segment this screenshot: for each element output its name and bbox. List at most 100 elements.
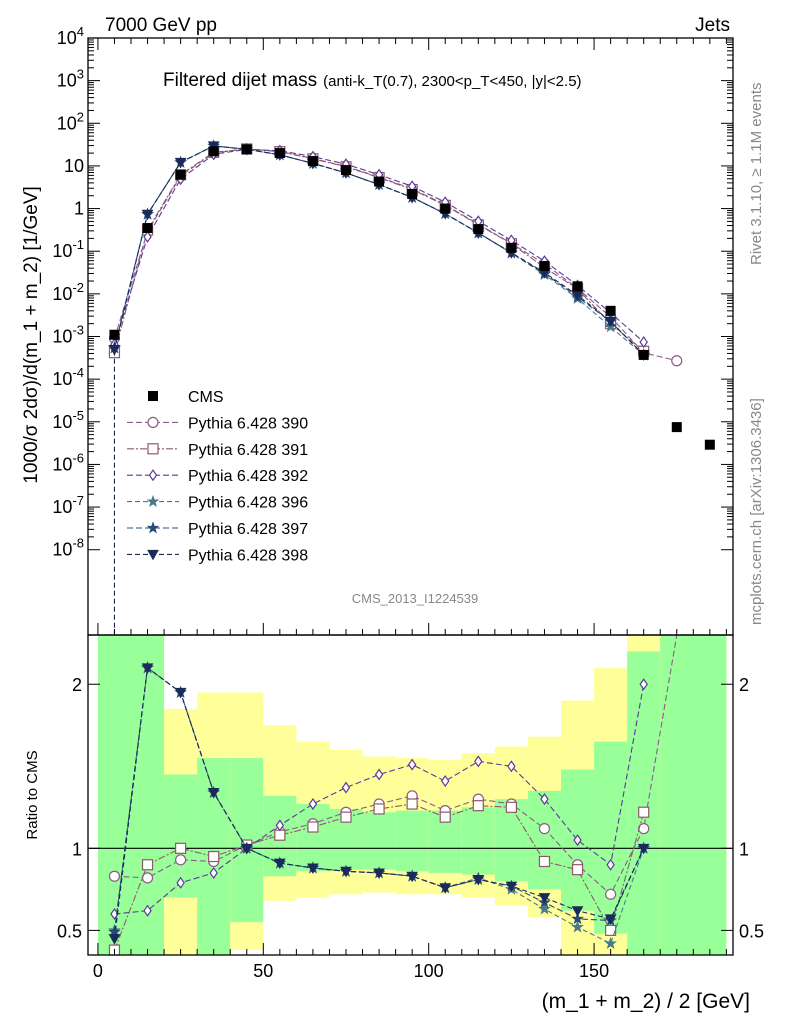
ratio-3-point-5 [275, 819, 285, 832]
ratio-3-point-8 [374, 768, 384, 781]
green-band-15 [594, 741, 628, 934]
x-tick-label-0: 0 [93, 961, 103, 981]
ratio-2-point-7 [340, 811, 352, 823]
ratio-6-point-7 [340, 866, 352, 878]
cms-point-9 [407, 188, 418, 199]
ratio-2-point-5 [274, 829, 286, 841]
ratio-3-point-1 [143, 904, 152, 917]
ratio-tick-label-left-1: 1 [72, 839, 82, 859]
green-band-11 [461, 807, 495, 875]
cms-point-5 [274, 148, 285, 159]
ratio-plot-frame [87, 634, 734, 956]
green-band-16 [627, 651, 661, 955]
ratio-6-point-15 [604, 914, 617, 925]
green-band-17 [660, 635, 727, 955]
y-tick-label-4: 1 [74, 199, 84, 219]
y-tick-label-7: 10-3 [52, 323, 84, 347]
series-6-point-15 [604, 316, 617, 328]
ratio-6-point-13 [538, 893, 551, 904]
ratio-3-point-9 [407, 758, 417, 771]
x-tick-label-3: 150 [579, 961, 609, 981]
ratio-2-point-2 [175, 842, 187, 854]
ratio-3-point-15 [606, 858, 615, 871]
ratio-2-point-9 [406, 798, 418, 810]
y-tick-label-5: 10-1 [52, 237, 84, 261]
ratio-tick-label-left-0: 0.5 [57, 921, 82, 941]
ratio-2-point-6 [307, 821, 319, 833]
chart-title: Filtered dijet mass (anti-k_T(0.7), 2300<… [163, 70, 582, 91]
ratio-6-point-14 [571, 906, 584, 917]
series-1-point-17 [671, 355, 683, 367]
ratio-3-point-3 [209, 866, 218, 879]
chart-title-main: Filtered dijet mass [163, 70, 317, 91]
ratio-2-point-3 [208, 850, 220, 863]
y-tick-label-11: 10-7 [52, 493, 84, 517]
ratio-6-point-4 [240, 843, 253, 855]
y-tick-label-12: 10-8 [52, 536, 84, 560]
cms-point-14 [572, 281, 583, 292]
main-plot-frame [87, 37, 734, 636]
legend-label-3: Pythia 6.428 392 [188, 468, 308, 485]
legend-marker-6 [147, 549, 159, 561]
axis-ticks: 10410310210110-110-210-310-410-510-610-7… [52, 24, 764, 981]
cms-point-2 [175, 169, 186, 180]
ratio-1-point-13 [538, 823, 551, 835]
series-6-point-2 [174, 157, 187, 169]
cms-point-8 [374, 176, 385, 187]
cms-point-16 [638, 349, 649, 360]
ratio-3-point-13 [540, 793, 549, 806]
legend-marker-2 [147, 443, 159, 455]
ratio-3-point-11 [474, 755, 483, 768]
ratio-6-point-12 [505, 881, 518, 893]
ratio-3-point-2 [176, 876, 185, 889]
ratio-4-point-14 [571, 920, 584, 933]
legend-marker-0 [148, 391, 158, 401]
mcplots-info: mcplots.cern.ch [arXiv:1306.3436] [748, 398, 765, 625]
ratio-6-point-11 [472, 875, 485, 886]
series-line-4 [113, 145, 645, 356]
ratio-1-point-1 [141, 872, 154, 884]
collision-label: 7000 GeV pp [105, 15, 217, 36]
ratio-3-point-14 [573, 834, 582, 847]
main-series-lines [108, 139, 715, 635]
category-label: Jets [695, 15, 730, 36]
legend-marker-1 [147, 416, 159, 428]
ratio-6-point-9 [406, 871, 419, 883]
ratio-1-point-0 [108, 870, 121, 882]
ratio-6-point-2 [174, 687, 187, 699]
legend-marker-5 [146, 521, 160, 534]
ratio-2-point-14 [571, 864, 584, 876]
ratio-2-point-10 [439, 811, 451, 823]
ratio-line-3 [114, 684, 645, 915]
series-3-point-1 [143, 230, 152, 243]
cms-point-7 [341, 165, 351, 176]
ratio-2-point-15 [605, 924, 617, 936]
y-tick-label-6: 10-2 [52, 280, 84, 304]
ratio-tick-label-right-0: 0.5 [739, 921, 764, 941]
ratio-3-point-7 [341, 781, 351, 794]
y-tick-label-1: 103 [57, 67, 84, 91]
ratio-3-point-12 [507, 760, 516, 773]
legend-label-2: Pythia 6.428 391 [188, 442, 308, 459]
cms-point-18 [704, 439, 715, 450]
legend-label-6: Pythia 6.428 398 [188, 547, 308, 564]
legend-label-5: Pythia 6.428 397 [188, 521, 308, 538]
ratio-6-point-16 [637, 843, 650, 855]
ratio-2-point-11 [472, 800, 484, 812]
legend-marker-4 [146, 494, 160, 507]
y-tick-label-10: 10-6 [52, 450, 84, 474]
cms-point-1 [142, 223, 153, 234]
ratio-6-point-8 [373, 868, 385, 879]
ratio-2-point-12 [505, 801, 517, 813]
y-tick-label-3: 10 [64, 156, 84, 176]
green-band-6 [296, 804, 330, 872]
ratio-3-point-10 [440, 775, 450, 788]
y-axis-label: 1000/σ 2dσ)/d(m_1 + m_2) [1/GeV] [21, 186, 42, 484]
ratio-6-point-5 [273, 858, 286, 870]
legend: CMS Pythia 6.428 390 Pythia 6.428 391 Pythi… [127, 389, 308, 564]
green-band-9 [395, 810, 429, 872]
cms-point-17 [671, 422, 682, 433]
ratio-1-point-15 [605, 888, 617, 900]
cms-point-10 [440, 203, 451, 214]
